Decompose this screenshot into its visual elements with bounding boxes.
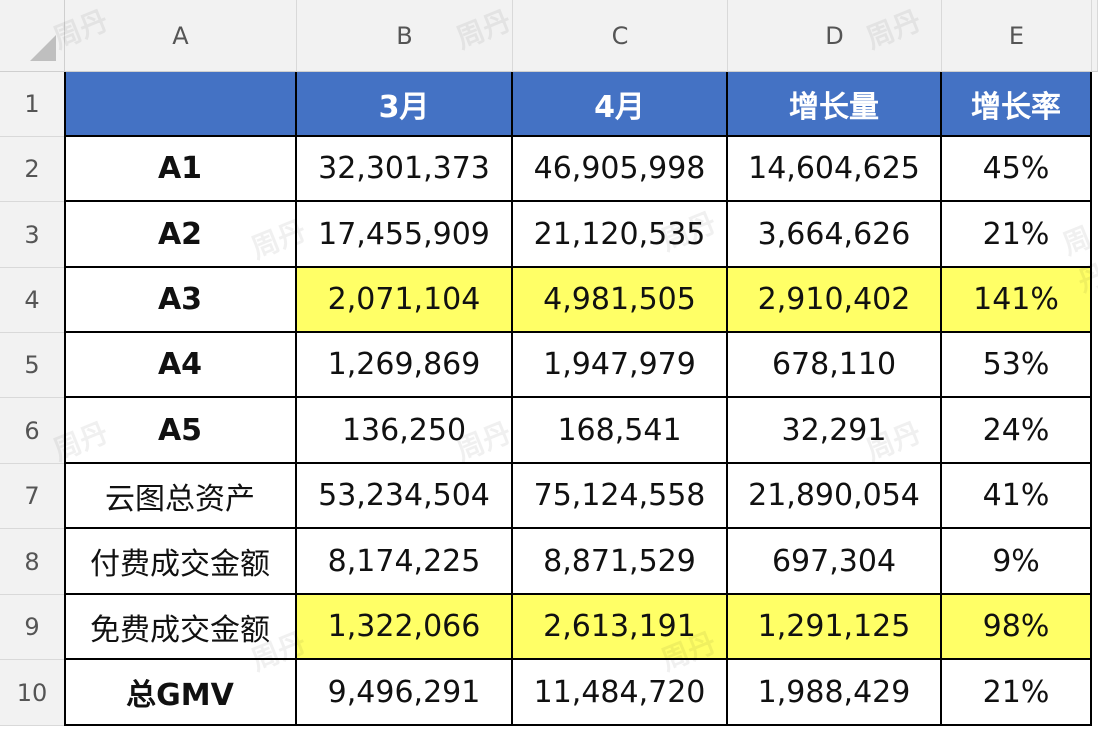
row-label-cell[interactable]: A5 [65, 398, 297, 464]
value-cell-rate[interactable]: 45% [942, 137, 1092, 202]
value-cell-m3[interactable]: 2,071,104 [297, 268, 513, 333]
column-header-e[interactable]: E [942, 0, 1092, 72]
value-cell-growth[interactable]: 14,604,625 [728, 137, 942, 202]
row-header-4[interactable]: 4 [0, 268, 65, 333]
select-all-triangle-icon [30, 35, 56, 61]
value-cell-m3[interactable]: 136,250 [297, 398, 513, 464]
column-header-a[interactable]: A [65, 0, 297, 72]
row-label-cell[interactable]: A4 [65, 333, 297, 398]
row-header-6[interactable]: 6 [0, 398, 65, 464]
table-left-border [64, 72, 66, 726]
value-cell-rate[interactable]: 141% [942, 268, 1092, 333]
value-cell-m3[interactable]: 9,496,291 [297, 660, 513, 726]
value-cell-m3[interactable]: 53,234,504 [297, 464, 513, 529]
value-cell-m3[interactable]: 8,174,225 [297, 529, 513, 595]
header-cell-d[interactable]: 增长量 [728, 72, 942, 137]
row-header-8[interactable]: 8 [0, 529, 65, 595]
column-header-b[interactable]: B [297, 0, 513, 72]
value-cell-rate[interactable]: 9% [942, 529, 1092, 595]
header-cell-e[interactable]: 增长率 [942, 72, 1092, 137]
header-cell-a[interactable] [65, 72, 297, 137]
value-cell-m3[interactable]: 1,322,066 [297, 595, 513, 660]
value-cell-rate[interactable]: 98% [942, 595, 1092, 660]
value-cell-growth[interactable]: 1,291,125 [728, 595, 942, 660]
value-cell-rate[interactable]: 21% [942, 660, 1092, 726]
value-cell-m4[interactable]: 21,120,535 [513, 202, 728, 268]
value-cell-growth[interactable]: 21,890,054 [728, 464, 942, 529]
value-cell-m4[interactable]: 1,947,979 [513, 333, 728, 398]
value-cell-growth[interactable]: 697,304 [728, 529, 942, 595]
value-cell-m3[interactable]: 32,301,373 [297, 137, 513, 202]
value-cell-rate[interactable]: 41% [942, 464, 1092, 529]
value-cell-growth[interactable]: 1,988,429 [728, 660, 942, 726]
value-cell-growth[interactable]: 2,910,402 [728, 268, 942, 333]
column-header-filler [1092, 0, 1098, 72]
column-header-c[interactable]: C [513, 0, 728, 72]
header-cell-b[interactable]: 3月 [297, 72, 513, 137]
value-cell-m4[interactable]: 4,981,505 [513, 268, 728, 333]
value-cell-growth[interactable]: 32,291 [728, 398, 942, 464]
value-cell-m4[interactable]: 46,905,998 [513, 137, 728, 202]
value-cell-m3[interactable]: 1,269,869 [297, 333, 513, 398]
value-cell-rate[interactable]: 53% [942, 333, 1092, 398]
row-label-cell[interactable]: A1 [65, 137, 297, 202]
value-cell-m4[interactable]: 2,613,191 [513, 595, 728, 660]
value-cell-growth[interactable]: 678,110 [728, 333, 942, 398]
row-header-1[interactable]: 1 [0, 72, 65, 137]
row-header-7[interactable]: 7 [0, 464, 65, 529]
value-cell-growth[interactable]: 3,664,626 [728, 202, 942, 268]
row-label-cell[interactable]: A2 [65, 202, 297, 268]
column-header-d[interactable]: D [728, 0, 942, 72]
value-cell-rate[interactable]: 21% [942, 202, 1092, 268]
select-all-corner[interactable] [0, 0, 65, 72]
value-cell-m4[interactable]: 11,484,720 [513, 660, 728, 726]
value-cell-m4[interactable]: 75,124,558 [513, 464, 728, 529]
row-header-10[interactable]: 10 [0, 660, 65, 726]
header-cell-c[interactable]: 4月 [513, 72, 728, 137]
value-cell-m4[interactable]: 8,871,529 [513, 529, 728, 595]
row-header-9[interactable]: 9 [0, 595, 65, 660]
value-cell-rate[interactable]: 24% [942, 398, 1092, 464]
row-label-cell[interactable]: A3 [65, 268, 297, 333]
value-cell-m3[interactable]: 17,455,909 [297, 202, 513, 268]
row-label-cell[interactable]: 付费成交金额 [65, 529, 297, 595]
row-header-3[interactable]: 3 [0, 202, 65, 268]
row-label-cell[interactable]: 免费成交金额 [65, 595, 297, 660]
row-header-2[interactable]: 2 [0, 137, 65, 202]
value-cell-m4[interactable]: 168,541 [513, 398, 728, 464]
row-header-5[interactable]: 5 [0, 333, 65, 398]
row-label-cell[interactable]: 总GMV [65, 660, 297, 726]
row-label-cell[interactable]: 云图总资产 [65, 464, 297, 529]
